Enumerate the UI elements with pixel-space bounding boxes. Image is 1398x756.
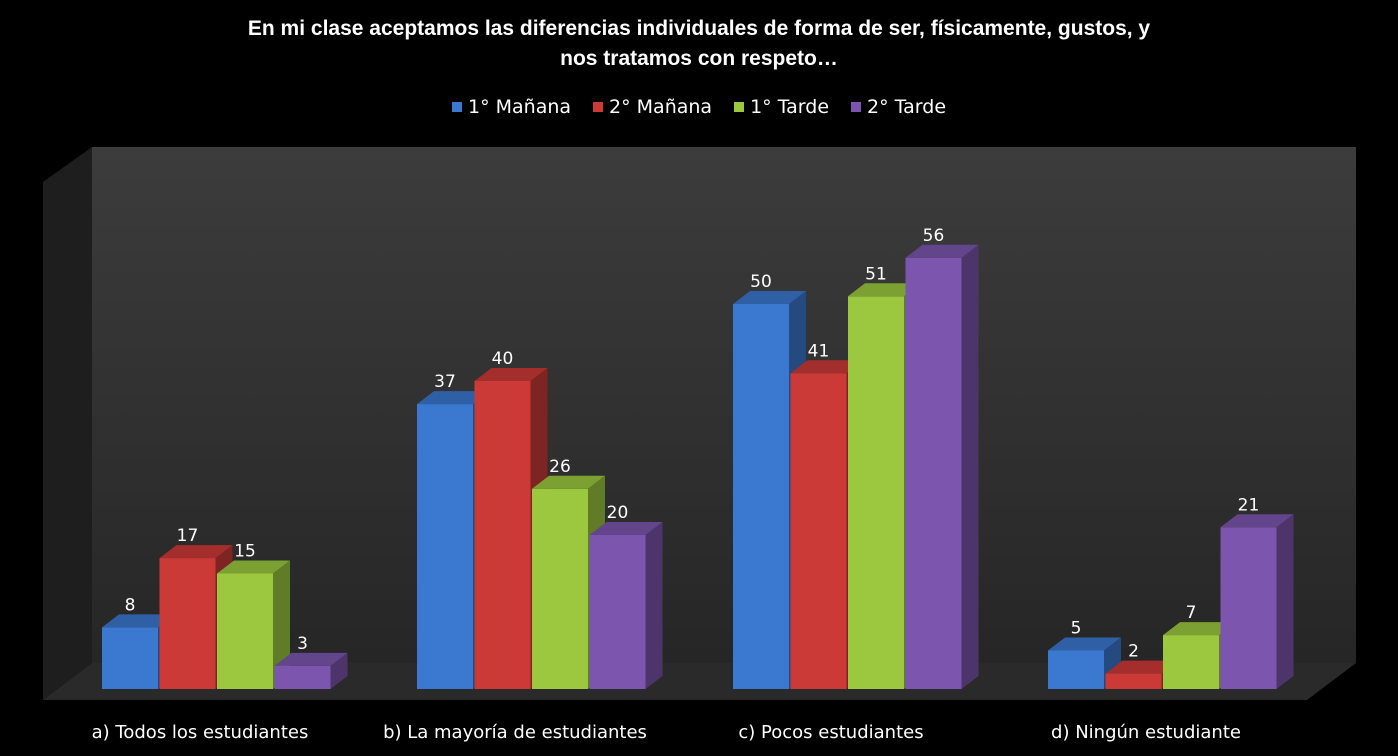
legend-swatch bbox=[593, 102, 604, 112]
legend-label: 2° Tarde bbox=[867, 96, 947, 118]
bar-top bbox=[474, 368, 548, 381]
bar bbox=[589, 522, 663, 689]
bar bbox=[274, 652, 348, 689]
data-label: 7 bbox=[1186, 603, 1197, 623]
data-label: 26 bbox=[549, 457, 571, 477]
bar-front bbox=[532, 488, 588, 689]
bar-top bbox=[790, 360, 864, 374]
chart-legend: 1° Mañana 2° Mañana 1° Tarde 2° Tarde bbox=[0, 96, 1398, 118]
bar-top bbox=[1163, 622, 1236, 636]
value-labels-layer: 8 17 15 3 37 40 26 20 50 41 51 56 5 2 7 21 bbox=[125, 226, 1260, 662]
bar bbox=[905, 244, 979, 690]
data-label: 56 bbox=[923, 226, 945, 246]
bar-front bbox=[1163, 635, 1219, 689]
legend-item-2-tarde: 2° Tarde bbox=[851, 96, 946, 118]
bar-front bbox=[102, 627, 158, 689]
legend-item-1-tarde: 1° Tarde bbox=[734, 96, 829, 118]
bar-top bbox=[1048, 637, 1121, 651]
bar-side bbox=[645, 522, 663, 689]
data-label: 2 bbox=[1128, 642, 1139, 662]
data-label: 17 bbox=[177, 526, 199, 546]
bar-top bbox=[733, 291, 806, 304]
legend-label: 1° Tarde bbox=[750, 96, 830, 118]
bar bbox=[217, 560, 290, 689]
bar-front bbox=[790, 373, 847, 689]
bar-side bbox=[1276, 514, 1294, 689]
bar-top bbox=[905, 244, 979, 258]
x-tick-label: c) Pocos estudiantes bbox=[738, 722, 923, 743]
bar-front bbox=[274, 665, 331, 689]
legend-label: 2° Mañana bbox=[609, 96, 713, 118]
side-wall bbox=[43, 147, 92, 700]
bar-front bbox=[1220, 527, 1277, 689]
x-tick-label: b) La mayoría de estudiantes bbox=[383, 722, 647, 743]
bar-top bbox=[589, 522, 663, 535]
data-label: 51 bbox=[865, 264, 887, 284]
bar-top bbox=[532, 475, 605, 489]
bar-front bbox=[733, 304, 789, 689]
bars-layer bbox=[102, 244, 1294, 690]
bar-front bbox=[417, 404, 473, 689]
back-wall bbox=[92, 147, 1356, 663]
x-tick-label: a) Todos los estudiantes bbox=[92, 722, 309, 743]
legend-label: 1° Mañana bbox=[467, 96, 572, 118]
bar-front bbox=[848, 296, 904, 689]
data-label: 37 bbox=[434, 372, 456, 392]
bar-front bbox=[217, 573, 273, 689]
data-label: 3 bbox=[297, 634, 308, 654]
bar-front bbox=[1105, 673, 1162, 689]
bar-top bbox=[848, 283, 921, 297]
legend-swatch bbox=[734, 102, 745, 112]
chart-title-line-1: En mi clase aceptamos las diferencias in… bbox=[247, 17, 1151, 40]
bar-side bbox=[961, 244, 979, 690]
data-label: 8 bbox=[125, 595, 136, 615]
bar-front bbox=[474, 381, 531, 689]
legend-item-2-manana: 2° Mañana bbox=[593, 96, 712, 118]
chart-title: En mi clase aceptamos las diferencias in… bbox=[0, 14, 1398, 74]
bar-top bbox=[1220, 514, 1294, 528]
bar-top bbox=[1105, 660, 1179, 674]
bar-top bbox=[274, 652, 348, 666]
bar-top bbox=[417, 391, 490, 405]
data-label: 40 bbox=[492, 349, 514, 369]
bar-side bbox=[273, 560, 290, 689]
data-label: 41 bbox=[808, 341, 830, 361]
x-axis-labels: a) Todos los estudiantes b) La mayoría de… bbox=[92, 722, 1241, 743]
bar-side bbox=[330, 652, 348, 689]
bar-top bbox=[217, 560, 290, 574]
bar-front bbox=[905, 257, 962, 689]
chart-walls bbox=[43, 147, 1356, 700]
data-label: 5 bbox=[1071, 619, 1082, 639]
chart-title-line-2: nos tratamos con respeto… bbox=[560, 47, 838, 70]
floor bbox=[43, 663, 1356, 700]
bar-front bbox=[1048, 650, 1104, 689]
bar-top bbox=[159, 545, 233, 559]
data-label: 21 bbox=[1238, 495, 1260, 515]
bar bbox=[1220, 514, 1294, 689]
data-label: 15 bbox=[234, 542, 256, 562]
legend-swatch bbox=[451, 102, 462, 112]
bar-front bbox=[159, 558, 216, 689]
bar-front bbox=[589, 535, 646, 689]
data-label: 20 bbox=[607, 503, 629, 523]
x-tick-label: d) Ningún estudiante bbox=[1051, 722, 1241, 743]
legend-item-1-manana: 1° Mañana bbox=[451, 96, 572, 118]
data-label: 50 bbox=[750, 272, 772, 292]
bar-top bbox=[102, 614, 175, 628]
legend-swatch bbox=[851, 102, 862, 112]
